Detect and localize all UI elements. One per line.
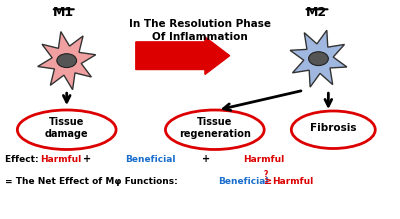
Text: Tissue
damage: Tissue damage [45, 117, 88, 139]
Text: Beneficial: Beneficial [218, 177, 268, 185]
Ellipse shape [291, 111, 375, 148]
Text: Harmful: Harmful [40, 155, 81, 164]
Polygon shape [290, 30, 347, 87]
Text: +: + [202, 154, 210, 164]
Ellipse shape [57, 54, 76, 67]
FancyArrow shape [136, 37, 230, 74]
Text: Effect:: Effect: [4, 155, 41, 164]
Ellipse shape [17, 110, 116, 150]
Text: Harmful: Harmful [272, 177, 313, 185]
Ellipse shape [309, 52, 328, 65]
Text: ?: ? [264, 170, 268, 179]
Text: Harmful: Harmful [244, 155, 285, 164]
Text: M1: M1 [53, 6, 74, 19]
Text: Tissue
regeneration: Tissue regeneration [179, 117, 251, 139]
Text: M2: M2 [306, 6, 327, 19]
Text: In The Resolution Phase
Of Inflammation: In The Resolution Phase Of Inflammation [129, 19, 271, 42]
Text: ≥: ≥ [264, 176, 272, 186]
Text: Beneficial: Beneficial [125, 155, 176, 164]
Text: +: + [84, 154, 92, 164]
Polygon shape [38, 32, 96, 90]
Text: = The Net Effect of Mφ Functions:: = The Net Effect of Mφ Functions: [4, 177, 180, 185]
Ellipse shape [166, 110, 264, 150]
Text: Fibrosis: Fibrosis [310, 123, 356, 133]
